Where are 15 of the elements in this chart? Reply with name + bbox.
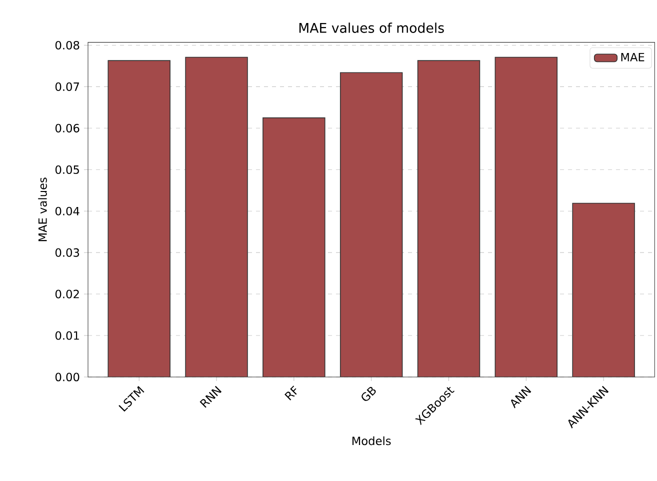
y-tick-label: 0.01 [55, 331, 79, 340]
x-tick-label: GB [362, 386, 376, 401]
chart-title: MAE values of models [299, 22, 444, 33]
y-tick-label: 0.07 [55, 82, 79, 91]
x-tick-label: RF [284, 386, 297, 400]
y-axis-title: MAE values [38, 178, 47, 242]
y-tick-label: 0.08 [55, 40, 80, 50]
y-tick-label: 0.04 [55, 206, 80, 216]
y-tick-label: 0.02 [55, 290, 79, 298]
y-tick-label: 0.05 [55, 165, 79, 174]
y-tick-label: 0.03 [55, 248, 80, 257]
y-tick-label: 0.06 [55, 124, 80, 132]
legend-label: MAE [621, 52, 644, 62]
y-tick-label: 0.00 [55, 372, 80, 382]
x-axis-title: Models [352, 436, 391, 446]
